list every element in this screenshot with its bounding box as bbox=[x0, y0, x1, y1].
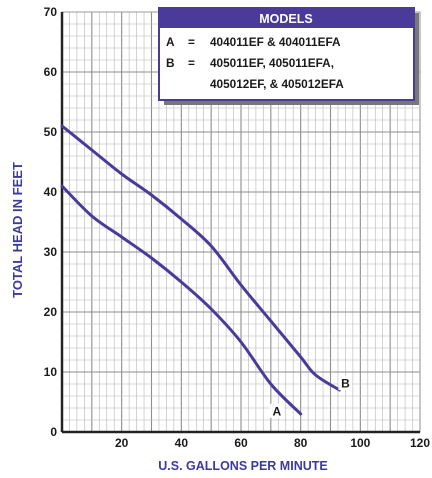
legend-row-a-key: A bbox=[166, 35, 175, 49]
legend-title: MODELS bbox=[259, 12, 312, 26]
legend-row-b-models: 405011EF, 405011EFA, bbox=[210, 56, 334, 70]
x-tick-label: 100 bbox=[350, 436, 370, 450]
y-axis-label: TOTAL HEAD IN FEET bbox=[10, 162, 25, 298]
legend-row-a-models: 404011EF & 404011EFA bbox=[210, 35, 341, 49]
y-tick-label: 70 bbox=[44, 5, 58, 19]
curve-b bbox=[60, 124, 341, 392]
curves bbox=[60, 124, 341, 416]
x-tick-label: 120 bbox=[410, 436, 430, 450]
x-axis-label: U.S. GALLONS PER MINUTE bbox=[158, 459, 327, 473]
legend-row-b-models-cont: 405012EF, & 405012EFA bbox=[210, 77, 344, 91]
legend-row-b-key: B bbox=[166, 56, 175, 70]
y-tick-label: 10 bbox=[44, 365, 58, 379]
curve-labels: AB bbox=[269, 376, 353, 418]
y-tick-label: 60 bbox=[44, 65, 58, 79]
y-tick-label: 20 bbox=[44, 305, 58, 319]
x-tick-label: 20 bbox=[115, 436, 129, 450]
curve-label-bg bbox=[338, 376, 353, 391]
x-tick-label: 40 bbox=[175, 436, 189, 450]
curve-a bbox=[60, 184, 303, 416]
x-tick-label: 60 bbox=[234, 436, 248, 450]
legend-header bbox=[160, 9, 413, 28]
y-tick-label: 0 bbox=[50, 425, 57, 439]
y-tick-label: 40 bbox=[44, 185, 58, 199]
y-tick-label: 30 bbox=[44, 245, 58, 259]
y-tick-label: 50 bbox=[44, 125, 58, 139]
tick-labels: 0 10 20 30 40 50 60 70 20 40 60 80 100 120 bbox=[44, 5, 431, 450]
curve-label-bg bbox=[269, 403, 284, 418]
x-tick-label: 80 bbox=[294, 436, 308, 450]
legend-row-a-eq: = bbox=[188, 35, 195, 49]
curve-label-b: B bbox=[341, 377, 350, 391]
legend: MODELS A = 404011EF & 404011EFA B = 4050… bbox=[158, 7, 419, 105]
curve-label-a: A bbox=[272, 404, 281, 418]
legend-row-b-eq: = bbox=[188, 56, 195, 70]
